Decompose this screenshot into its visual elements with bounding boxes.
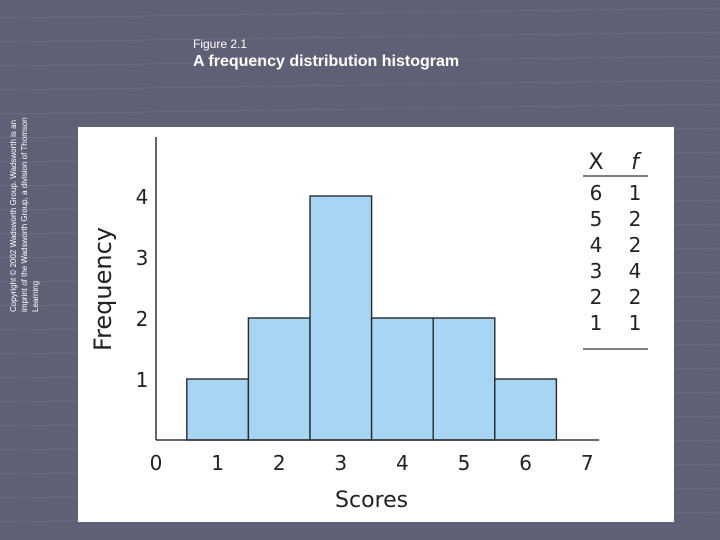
y-tick-label: 3 [136, 246, 149, 270]
histogram-bar [309, 195, 373, 441]
table-cell: 3 [590, 259, 603, 283]
bg-stripe [0, 79, 720, 91]
table-header-f: f [631, 150, 642, 175]
x-tick-label: 6 [519, 451, 532, 475]
table-header-x: X [588, 150, 603, 175]
x-tick-label: 0 [150, 451, 163, 475]
histogram-bar [370, 317, 434, 441]
bg-stripe [0, 7, 720, 19]
histogram-bar [432, 317, 496, 441]
histogram-bar [186, 378, 250, 441]
table-cell: 4 [629, 259, 642, 283]
histogram-bar [494, 378, 558, 441]
x-axis-label: Scores [335, 488, 408, 513]
table-cell: 2 [590, 285, 603, 309]
table-cell: 1 [629, 181, 642, 205]
table-cell: 1 [590, 311, 603, 335]
bg-stripe [0, 103, 720, 115]
table-cell: 2 [629, 285, 642, 309]
table-cell: 1 [629, 311, 642, 335]
figure-label: Figure 2.1 [193, 37, 248, 51]
x-tick-label: 2 [273, 451, 286, 475]
histogram-bar [247, 317, 311, 441]
y-tick-label: 1 [136, 368, 149, 392]
x-tick-label: 4 [396, 451, 409, 475]
y-tick-label: 2 [136, 307, 149, 331]
bg-stripe [0, 31, 720, 43]
slide-title: A frequency distribution histogram [193, 53, 460, 70]
table-cell: 6 [590, 181, 603, 205]
y-axis-label: Frequency [89, 227, 117, 351]
x-tick-label: 7 [581, 451, 594, 475]
table-cell: 2 [629, 233, 642, 257]
copyright-notice: Copyright © 2002 Wadsworth Group. Wadswo… [9, 117, 40, 312]
x-tick-label: 1 [211, 451, 224, 475]
table-cell: 5 [590, 207, 603, 231]
y-tick-label: 4 [136, 185, 149, 209]
x-tick-label: 5 [458, 451, 471, 475]
x-tick-label: 3 [334, 451, 347, 475]
table-cell: 4 [590, 233, 603, 257]
table-cell: 2 [629, 207, 642, 231]
bg-stripe [0, 55, 720, 67]
